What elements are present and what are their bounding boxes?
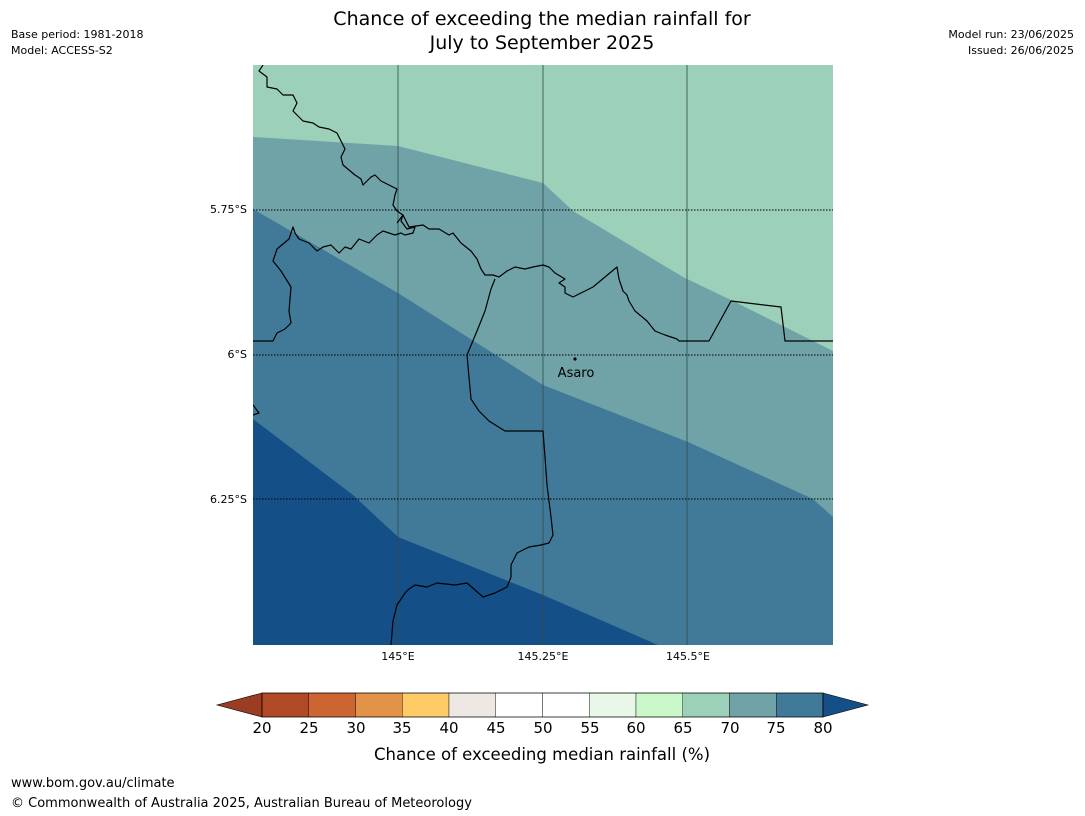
colorbar-segment [402, 692, 450, 718]
colorbar-segments [261, 692, 824, 718]
title-line-2: July to September 2025 [429, 32, 655, 54]
colorbar-segment [635, 692, 683, 718]
footer-url: www.bom.gov.au/climate [11, 776, 175, 791]
colorbar-tick: 65 [673, 719, 693, 737]
model-text: Model: ACCESS-S2 [11, 44, 113, 57]
header-right: Model run: 23/06/2025 Issued: 26/06/2025 [948, 27, 1074, 59]
colorbar-label: Chance of exceeding median rainfall (%) [373, 745, 711, 764]
colorbar-segment [776, 692, 824, 718]
issued-text: Issued: 26/06/2025 [967, 44, 1074, 57]
footer-copyright: © Commonwealth of Australia 2025, Austra… [11, 796, 472, 811]
colorbar-segment [589, 692, 637, 718]
asaro-label: Asaro [558, 366, 595, 381]
colorbar-tick: 25 [299, 719, 319, 737]
map-title: Chance of exceeding the median rainfall … [242, 7, 842, 55]
title-line-1: Chance of exceeding the median rainfall … [333, 8, 751, 30]
header-left: Base period: 1981-2018 Model: ACCESS-S2 [11, 27, 143, 59]
colorbar-frame [261, 692, 824, 718]
colorbar-tick: 60 [626, 719, 646, 737]
base-period-text: Base period: 1981-2018 [11, 28, 144, 41]
model-run-text: Model run: 23/06/2025 [948, 28, 1074, 41]
colorbar-under-extension [215, 692, 263, 718]
lon-label-145.25E: 145.25°E [517, 650, 569, 663]
province-borders [253, 65, 833, 645]
colorbar-tick: 55 [580, 719, 600, 737]
colorbar-segment [261, 692, 309, 718]
band-over-80 [253, 419, 658, 645]
lon-label-145E: 145°E [381, 650, 415, 663]
colorbar-tick: 50 [533, 719, 553, 737]
colorbar-segment [308, 692, 356, 718]
colorbar-segment [448, 692, 496, 718]
colorbar-tick: 75 [766, 719, 786, 737]
colorbar-segment [355, 692, 403, 718]
lat-label-5.75S: 5.75°S [210, 203, 247, 216]
colorbar [215, 692, 870, 718]
colorbar-segment [542, 692, 590, 718]
lon-label-145.5E: 145.5°E [666, 650, 710, 663]
colorbar-segment [682, 692, 730, 718]
lat-label-6.25S: 6.25°S [210, 493, 247, 506]
lat-label-6S: 6°S [227, 348, 247, 361]
colorbar-segment [729, 692, 777, 718]
rainfall-map: Asaro [253, 65, 833, 645]
asaro-marker [573, 357, 577, 361]
colorbar-tick: 80 [813, 719, 833, 737]
colorbar-over-extension [822, 692, 870, 718]
colorbar-tick: 20 [252, 719, 272, 737]
colorbar-tick: 30 [346, 719, 366, 737]
colorbar-segment [495, 692, 543, 718]
colorbar-tick: 45 [486, 719, 506, 737]
colorbar-tick: 35 [392, 719, 412, 737]
colorbar-tick: 40 [439, 719, 459, 737]
colorbar-tick: 70 [720, 719, 740, 737]
parallel-lines [253, 209, 833, 500]
